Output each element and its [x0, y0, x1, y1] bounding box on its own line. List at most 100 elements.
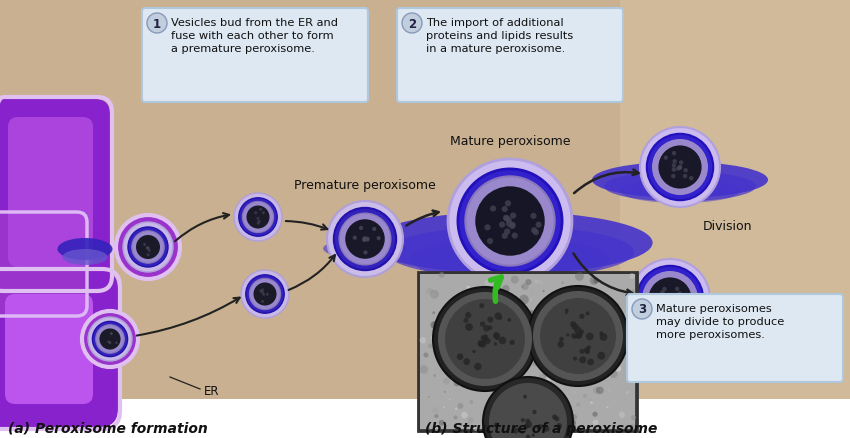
- Circle shape: [494, 343, 497, 346]
- Circle shape: [453, 342, 457, 346]
- Circle shape: [683, 174, 688, 179]
- Circle shape: [465, 312, 472, 318]
- Circle shape: [428, 333, 432, 338]
- Circle shape: [676, 297, 680, 301]
- Circle shape: [423, 367, 425, 368]
- Circle shape: [626, 391, 629, 394]
- Circle shape: [543, 371, 549, 378]
- Circle shape: [372, 227, 377, 231]
- Circle shape: [450, 309, 454, 313]
- Circle shape: [523, 357, 528, 363]
- Circle shape: [533, 230, 539, 236]
- Circle shape: [148, 249, 150, 252]
- Circle shape: [504, 229, 510, 235]
- Circle shape: [483, 321, 484, 323]
- Circle shape: [676, 167, 680, 171]
- Circle shape: [558, 342, 564, 348]
- Circle shape: [591, 313, 592, 315]
- Circle shape: [630, 346, 636, 352]
- Circle shape: [652, 297, 656, 301]
- Circle shape: [483, 336, 486, 339]
- Circle shape: [499, 222, 505, 228]
- Circle shape: [474, 358, 482, 366]
- FancyBboxPatch shape: [0, 100, 110, 290]
- Circle shape: [563, 414, 569, 420]
- Circle shape: [429, 293, 431, 294]
- Circle shape: [548, 395, 555, 402]
- Circle shape: [520, 362, 525, 367]
- Circle shape: [609, 371, 617, 378]
- Circle shape: [123, 223, 173, 272]
- Circle shape: [509, 367, 516, 374]
- Circle shape: [458, 170, 562, 273]
- Circle shape: [433, 311, 435, 314]
- Circle shape: [587, 377, 589, 378]
- Circle shape: [569, 420, 576, 427]
- Circle shape: [483, 377, 573, 438]
- Circle shape: [483, 326, 486, 329]
- Circle shape: [507, 318, 511, 322]
- Circle shape: [615, 367, 617, 370]
- Circle shape: [502, 233, 508, 239]
- Circle shape: [561, 416, 569, 424]
- Circle shape: [678, 166, 683, 170]
- Circle shape: [519, 295, 529, 305]
- Circle shape: [575, 272, 584, 281]
- Circle shape: [518, 404, 522, 408]
- Circle shape: [82, 311, 138, 367]
- Circle shape: [428, 289, 434, 294]
- Circle shape: [600, 310, 609, 318]
- Circle shape: [520, 431, 524, 434]
- Circle shape: [484, 304, 490, 309]
- Circle shape: [467, 384, 470, 387]
- Circle shape: [575, 384, 578, 387]
- Circle shape: [147, 14, 167, 34]
- Circle shape: [599, 333, 608, 341]
- Circle shape: [493, 333, 500, 339]
- Circle shape: [585, 345, 588, 349]
- Circle shape: [402, 14, 422, 34]
- Circle shape: [363, 238, 367, 242]
- Circle shape: [593, 317, 596, 319]
- Circle shape: [259, 208, 262, 211]
- Ellipse shape: [367, 212, 653, 274]
- Circle shape: [468, 417, 473, 424]
- Circle shape: [482, 420, 487, 425]
- Circle shape: [547, 393, 552, 396]
- Circle shape: [147, 254, 150, 257]
- FancyBboxPatch shape: [420, 274, 635, 429]
- Circle shape: [548, 411, 550, 413]
- Circle shape: [366, 237, 370, 241]
- Circle shape: [457, 403, 463, 409]
- Circle shape: [110, 332, 112, 335]
- Circle shape: [662, 287, 666, 292]
- Circle shape: [595, 355, 600, 360]
- Circle shape: [518, 387, 521, 390]
- Text: Mature peroxisomes
may divide to produce
more peroxisomes.: Mature peroxisomes may divide to produce…: [656, 303, 785, 339]
- Circle shape: [534, 426, 536, 428]
- Circle shape: [571, 297, 578, 304]
- Circle shape: [562, 363, 569, 370]
- Circle shape: [483, 325, 490, 332]
- Circle shape: [542, 290, 545, 293]
- Circle shape: [488, 326, 492, 330]
- Circle shape: [608, 389, 611, 392]
- Circle shape: [498, 347, 505, 354]
- Circle shape: [518, 327, 524, 333]
- Circle shape: [615, 366, 621, 372]
- Circle shape: [550, 382, 552, 383]
- Circle shape: [261, 300, 264, 303]
- Circle shape: [531, 434, 535, 437]
- Circle shape: [642, 272, 698, 327]
- Circle shape: [109, 341, 111, 344]
- Circle shape: [683, 169, 688, 173]
- Circle shape: [508, 369, 510, 371]
- Circle shape: [266, 293, 269, 296]
- Circle shape: [672, 160, 677, 164]
- Circle shape: [672, 168, 676, 172]
- Circle shape: [461, 412, 468, 418]
- Circle shape: [487, 317, 493, 323]
- Circle shape: [611, 359, 614, 360]
- Circle shape: [502, 206, 507, 212]
- Circle shape: [505, 372, 507, 374]
